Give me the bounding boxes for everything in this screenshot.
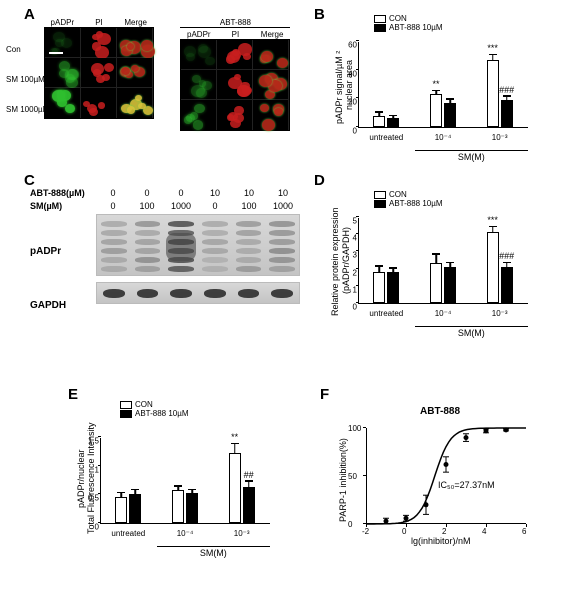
panel-label-a: A <box>24 6 35 23</box>
padpr-label: pADPr <box>30 246 61 257</box>
micro-cell <box>45 28 81 58</box>
legend-swatch-con-e <box>120 401 132 409</box>
legend-swatch-abt-d <box>374 200 386 208</box>
micro-cell <box>217 70 253 100</box>
micro-cell <box>181 100 217 130</box>
bar-con <box>430 263 442 303</box>
panel-label-b: B <box>314 6 325 23</box>
bar-abt <box>501 100 513 127</box>
bar-abt <box>444 103 456 127</box>
ylabel-d2: (pADPr/GAPDH) <box>341 227 351 294</box>
legend-abt: ABT-888 10µM <box>389 23 443 32</box>
panelf-title: ABT-888 <box>420 406 460 417</box>
ylabel-b: pADPr signal/µM ² <box>334 51 344 124</box>
micro-cell <box>45 58 81 88</box>
panel-b-barchart: CON ABT-888 10µM pADPr signal/µM ² nucle… <box>328 14 538 144</box>
panel-e-barchart: CON ABT-888 10µM pADPr/nuclear Total Flu… <box>70 400 280 540</box>
wb-blots <box>96 214 300 304</box>
legend-con: CON <box>389 14 407 23</box>
panel-c-western: ABT-888(µM) 000101010 SM(µM) 01001000010… <box>30 188 300 310</box>
bar-abt <box>129 494 141 523</box>
sm-row-name: SM(µM) <box>30 201 96 211</box>
micro-header-right: pADPr PI Merge <box>180 30 290 39</box>
micro-cell <box>181 40 217 70</box>
abt-vals: 000101010 <box>96 188 300 198</box>
legend-abt-e: ABT-888 10µM <box>135 409 189 418</box>
wb-sm-row: SM(µM) 0100100001001000 <box>30 201 300 211</box>
legend-e: CON ABT-888 10µM <box>120 400 189 418</box>
col-merge-r: Merge <box>254 30 291 39</box>
bar-con <box>115 497 127 523</box>
panel-label-c: C <box>24 172 35 189</box>
bar-con <box>172 490 184 523</box>
micro-cell <box>81 28 117 58</box>
wb-abt-row: ABT-888(µM) 000101010 <box>30 188 300 198</box>
micro-cell <box>45 88 81 118</box>
col-pi: PI <box>81 18 118 27</box>
micro-grid-left <box>44 27 154 119</box>
row-label-sm100: SM 100µM <box>6 64 49 94</box>
legend-swatch-con <box>374 15 386 23</box>
legend-d: CON ABT-888 10µM <box>374 190 443 208</box>
col-merge: Merge <box>117 18 154 27</box>
padpr-blot <box>96 214 300 276</box>
col-padpr: pADPr <box>44 18 81 27</box>
ylabel-f: PARP-1 inhibition(%) <box>338 438 348 522</box>
panel-label-d: D <box>314 172 325 189</box>
panel-label-f: F <box>320 386 329 403</box>
bar-abt <box>387 118 399 127</box>
bar-con <box>229 453 241 523</box>
bar-abt <box>186 493 198 523</box>
gapdh-blot <box>96 282 300 304</box>
col-padpr-r: pADPr <box>180 30 217 39</box>
bar-abt <box>387 272 399 303</box>
ylabel-d: Relative protein expression <box>330 207 340 316</box>
micro-cell <box>253 70 289 100</box>
micro-cell <box>253 100 289 130</box>
wb-header: ABT-888(µM) 000101010 SM(µM) 01001000010… <box>30 188 300 211</box>
bar-con <box>373 116 385 127</box>
ylabel-e: pADPr/nuclear <box>76 449 86 508</box>
bar-abt <box>243 487 255 523</box>
legend-con-e: CON <box>135 400 153 409</box>
bar-con <box>373 272 385 303</box>
micro-cell <box>81 58 117 88</box>
panel-d-barchart: CON ABT-888 10µM Relative protein expres… <box>328 190 538 320</box>
panel-a-row-labels: Con SM 100µM SM 1000µM <box>6 34 49 124</box>
micro-left: pADPr PI Merge <box>44 18 154 119</box>
legend-abt-d: ABT-888 10µM <box>389 199 443 208</box>
legend-swatch-abt-e <box>120 410 132 418</box>
micro-grid-right <box>180 39 290 131</box>
legend-swatch-con-d <box>374 191 386 199</box>
micro-cell <box>117 88 153 118</box>
bar-abt <box>444 267 456 303</box>
col-pi-r: PI <box>217 30 254 39</box>
panel-f-curve: ABT-888 PARP-1 inhibition(%) IC₅₀=27.37n… <box>330 400 550 550</box>
micro-cell <box>117 58 153 88</box>
micro-cell <box>217 100 253 130</box>
panel-a-microscopy: Con SM 100µM SM 1000µM pADPr PI Merge AB… <box>44 18 314 131</box>
row-label-con: Con <box>6 34 49 64</box>
micro-cell <box>117 28 153 58</box>
bar-con <box>487 232 499 303</box>
micro-cell <box>217 40 253 70</box>
bar-abt <box>501 267 513 303</box>
gapdh-label: GAPDH <box>30 300 66 311</box>
bar-con <box>430 94 442 127</box>
micro-cell <box>181 70 217 100</box>
legend-b: CON ABT-888 10µM <box>374 14 443 32</box>
micro-cell <box>253 40 289 70</box>
row-label-sm1000: SM 1000µM <box>6 94 49 124</box>
legend-swatch-abt <box>374 24 386 32</box>
micro-cell <box>81 88 117 118</box>
abt-row-name: ABT-888(µM) <box>30 188 96 198</box>
micro-right: ABT-888 pADPr PI Merge <box>180 18 290 131</box>
micro-header-left: pADPr PI Merge <box>44 18 154 27</box>
sm-vals: 0100100001001000 <box>96 201 300 211</box>
abt-header: ABT-888 <box>180 18 290 28</box>
legend-con-d: CON <box>389 190 407 199</box>
